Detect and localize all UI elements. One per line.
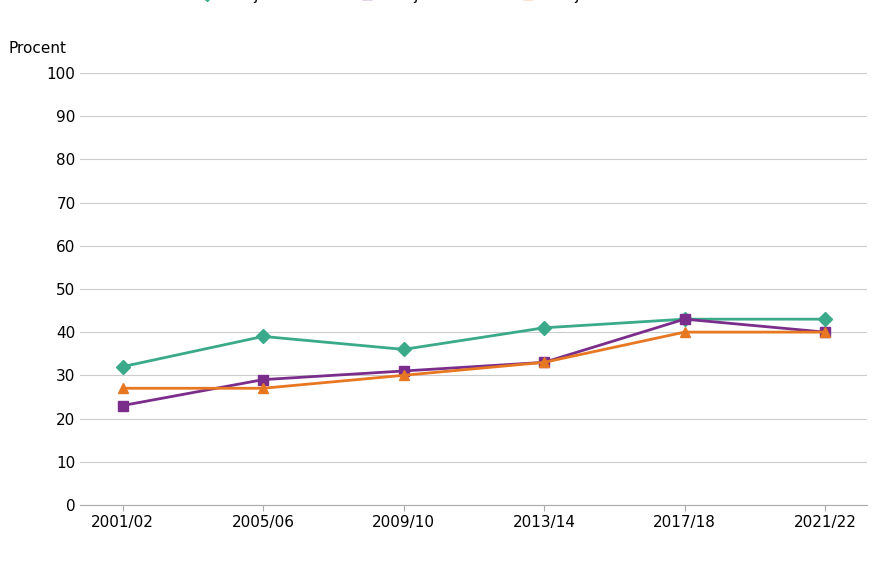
Pojkar 15 år (679, 329, 690, 335)
Text: Procent: Procent (9, 41, 67, 56)
Pojkar 11 år (679, 316, 690, 323)
Pojkar 11 år (820, 316, 831, 323)
Pojkar 11 år (398, 346, 409, 353)
Pojkar 15 år (539, 359, 550, 366)
Pojkar 15 år (398, 372, 409, 379)
Pojkar 11 år (257, 333, 268, 340)
Pojkar 13 år (679, 316, 690, 323)
Line: Pojkar 13 år: Pojkar 13 år (118, 314, 830, 411)
Pojkar 13 år (117, 402, 128, 409)
Pojkar 13 år (398, 367, 409, 374)
Pojkar 11 år (117, 364, 128, 370)
Pojkar 15 år (820, 329, 831, 335)
Pojkar 13 år (539, 359, 550, 366)
Pojkar 13 år (820, 329, 831, 335)
Pojkar 15 år (257, 385, 268, 392)
Line: Pojkar 11 år: Pojkar 11 år (118, 314, 830, 371)
Legend: Pojkar 11 år, Pojkar 13 år, Pojkar 15 år: Pojkar 11 år, Pojkar 13 år, Pojkar 15 år (190, 0, 648, 3)
Pojkar 13 år (257, 376, 268, 383)
Line: Pojkar 15 år: Pojkar 15 år (118, 327, 830, 393)
Pojkar 11 år (539, 324, 550, 331)
Pojkar 15 år (117, 385, 128, 392)
